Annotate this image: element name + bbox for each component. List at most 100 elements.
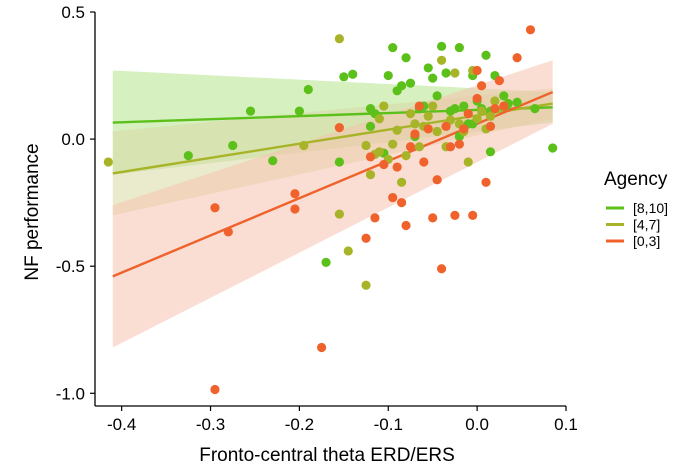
data-point (396, 198, 407, 208)
data-point (321, 257, 331, 267)
legend-label: [8,10] (633, 200, 668, 216)
y-tick-label: -1.0 (56, 384, 85, 403)
data-point (245, 106, 256, 116)
data-point (405, 109, 416, 119)
data-point (334, 123, 344, 133)
confidence-band (112, 60, 553, 348)
data-point (485, 147, 496, 157)
data-point (445, 142, 456, 152)
data-point (472, 93, 482, 104)
data-point (490, 96, 500, 106)
data-point (396, 81, 407, 91)
data-point (468, 210, 478, 220)
data-point (414, 101, 424, 111)
data-point (428, 101, 438, 111)
x-tick-label: 0.1 (554, 415, 578, 434)
y-tick-label: 0.0 (61, 130, 85, 149)
data-point (183, 151, 193, 161)
data-point (268, 156, 278, 166)
data-point (450, 103, 460, 114)
data-point (374, 147, 384, 157)
y-tick-label: 0.5 (61, 3, 85, 22)
data-point (401, 151, 411, 161)
data-point (401, 220, 411, 231)
data-point (472, 65, 482, 76)
y-tick-label: -0.5 (56, 257, 85, 276)
data-point (334, 157, 344, 167)
data-point (512, 53, 522, 63)
data-point (436, 41, 447, 51)
data-point (374, 114, 384, 124)
x-tick-label: -0.1 (374, 415, 403, 434)
data-point (423, 111, 433, 121)
y-axis-ticks: -1.0 -0.5 0.0 0.5 (56, 3, 95, 403)
data-point (388, 192, 398, 203)
data-point (436, 264, 447, 274)
data-point (481, 50, 491, 60)
data-point (481, 177, 491, 187)
data-point (392, 162, 402, 172)
x-tick-label: -0.2 (285, 415, 314, 434)
legend-label: [4,7] (633, 217, 660, 233)
data-point (388, 139, 398, 149)
data-point (476, 81, 487, 91)
data-point (512, 97, 522, 107)
data-point (423, 63, 433, 73)
data-point (383, 70, 393, 81)
data-point (210, 384, 220, 395)
legend: Agency [8,10][4,7][0,3] (604, 169, 668, 249)
data-point (463, 109, 473, 119)
data-point (432, 175, 442, 185)
data-point (343, 246, 353, 256)
data-point (317, 342, 327, 353)
axes: -0.4 -0.3 -0.2 -0.1 0.0 0.1 -1.0 -0.5 0.0 0.5 (56, 3, 578, 434)
data-point (530, 103, 540, 114)
data-points (103, 25, 558, 395)
data-point (485, 121, 496, 131)
data-point (454, 139, 464, 149)
legend-label: [0,3] (633, 233, 660, 249)
data-point (432, 91, 442, 101)
data-point (223, 227, 233, 237)
data-point (365, 121, 376, 131)
data-point (450, 210, 460, 220)
x-tick-label: -0.3 (196, 415, 225, 434)
data-point (432, 126, 442, 137)
data-point (441, 68, 451, 78)
data-point (450, 68, 460, 78)
data-point (485, 111, 496, 121)
data-point (290, 204, 300, 214)
data-point (472, 114, 482, 124)
data-point (499, 91, 509, 101)
data-point (414, 142, 424, 152)
data-point (361, 280, 371, 290)
data-point (419, 157, 429, 167)
data-point (365, 170, 376, 180)
data-point (334, 209, 344, 219)
data-point (392, 125, 402, 135)
data-point (459, 124, 469, 134)
data-point (103, 157, 113, 167)
data-point (405, 142, 416, 152)
data-point (228, 140, 238, 151)
x-axis-title: Fronto-central theta ERD/ERS (199, 445, 455, 466)
data-point (463, 157, 473, 167)
data-point (490, 103, 500, 114)
data-point (428, 73, 438, 83)
data-point (210, 203, 220, 213)
data-point (410, 119, 420, 129)
data-point (401, 53, 411, 63)
data-point (361, 140, 371, 151)
data-point (334, 34, 344, 44)
data-point (494, 76, 504, 86)
data-point (388, 42, 398, 53)
x-tick-label: 0.0 (465, 415, 489, 434)
data-point (361, 233, 371, 243)
data-point (548, 143, 558, 153)
x-tick-label: -0.4 (107, 415, 136, 434)
data-point (290, 189, 300, 199)
y-axis-title: NF performance (22, 143, 43, 280)
data-point (379, 101, 389, 111)
data-point (423, 124, 433, 134)
